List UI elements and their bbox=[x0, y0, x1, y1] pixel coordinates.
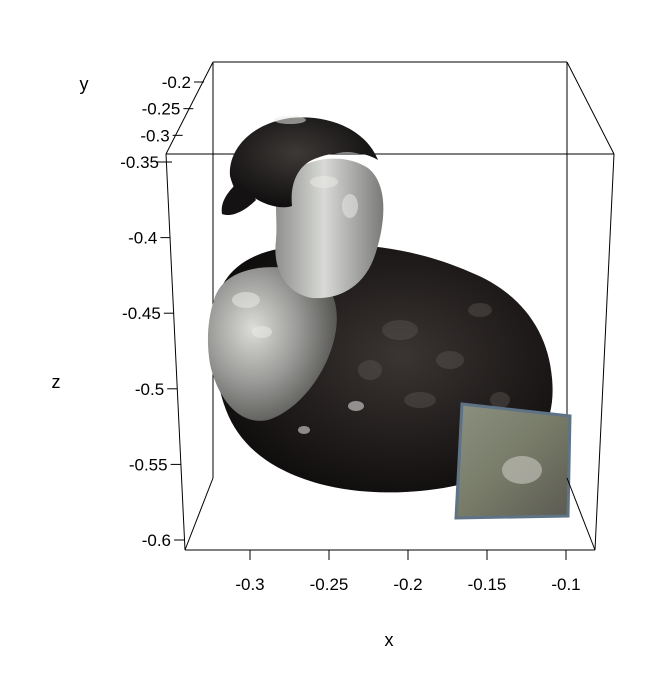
z-tick-label: -0.4 bbox=[128, 229, 157, 248]
x-tick-label: -0.15 bbox=[468, 575, 507, 594]
cube-highlight bbox=[502, 456, 542, 484]
feather-texture bbox=[358, 303, 510, 408]
duck-neck bbox=[275, 158, 384, 299]
box-front-edges bbox=[165, 153, 615, 551]
y-tick-label: -0.25 bbox=[142, 100, 181, 119]
z-tick-label: -0.45 bbox=[122, 304, 161, 323]
y-tick-label: -0.2 bbox=[162, 73, 191, 92]
z-axis-label: z bbox=[52, 372, 61, 392]
y-tick-label: -0.35 bbox=[120, 153, 159, 172]
x-tick-label: -0.2 bbox=[393, 575, 422, 594]
x-axis-label: x bbox=[385, 630, 394, 650]
y-axis-label: y bbox=[80, 74, 89, 94]
duck-model bbox=[207, 116, 572, 520]
surface-highlights bbox=[232, 116, 364, 434]
duck-beak bbox=[221, 184, 256, 216]
x-tick-label: -0.1 bbox=[551, 575, 580, 594]
x-axis: -0.3 -0.25 -0.2 -0.15 -0.1 x bbox=[235, 550, 581, 650]
z-axis: -0.4 -0.45 -0.5 -0.55 -0.6 z bbox=[52, 161, 184, 550]
y-tick-label: -0.3 bbox=[140, 126, 169, 145]
z-tick-label: -0.6 bbox=[142, 531, 171, 550]
z-tick-label: -0.5 bbox=[135, 380, 164, 399]
y-axis: -0.2 -0.25 -0.3 -0.35 y bbox=[80, 73, 204, 172]
x-tick-label: -0.3 bbox=[235, 575, 264, 594]
x-tick-label: -0.25 bbox=[310, 575, 349, 594]
duck-head bbox=[229, 117, 378, 208]
z-tick-label: -0.55 bbox=[129, 455, 168, 474]
